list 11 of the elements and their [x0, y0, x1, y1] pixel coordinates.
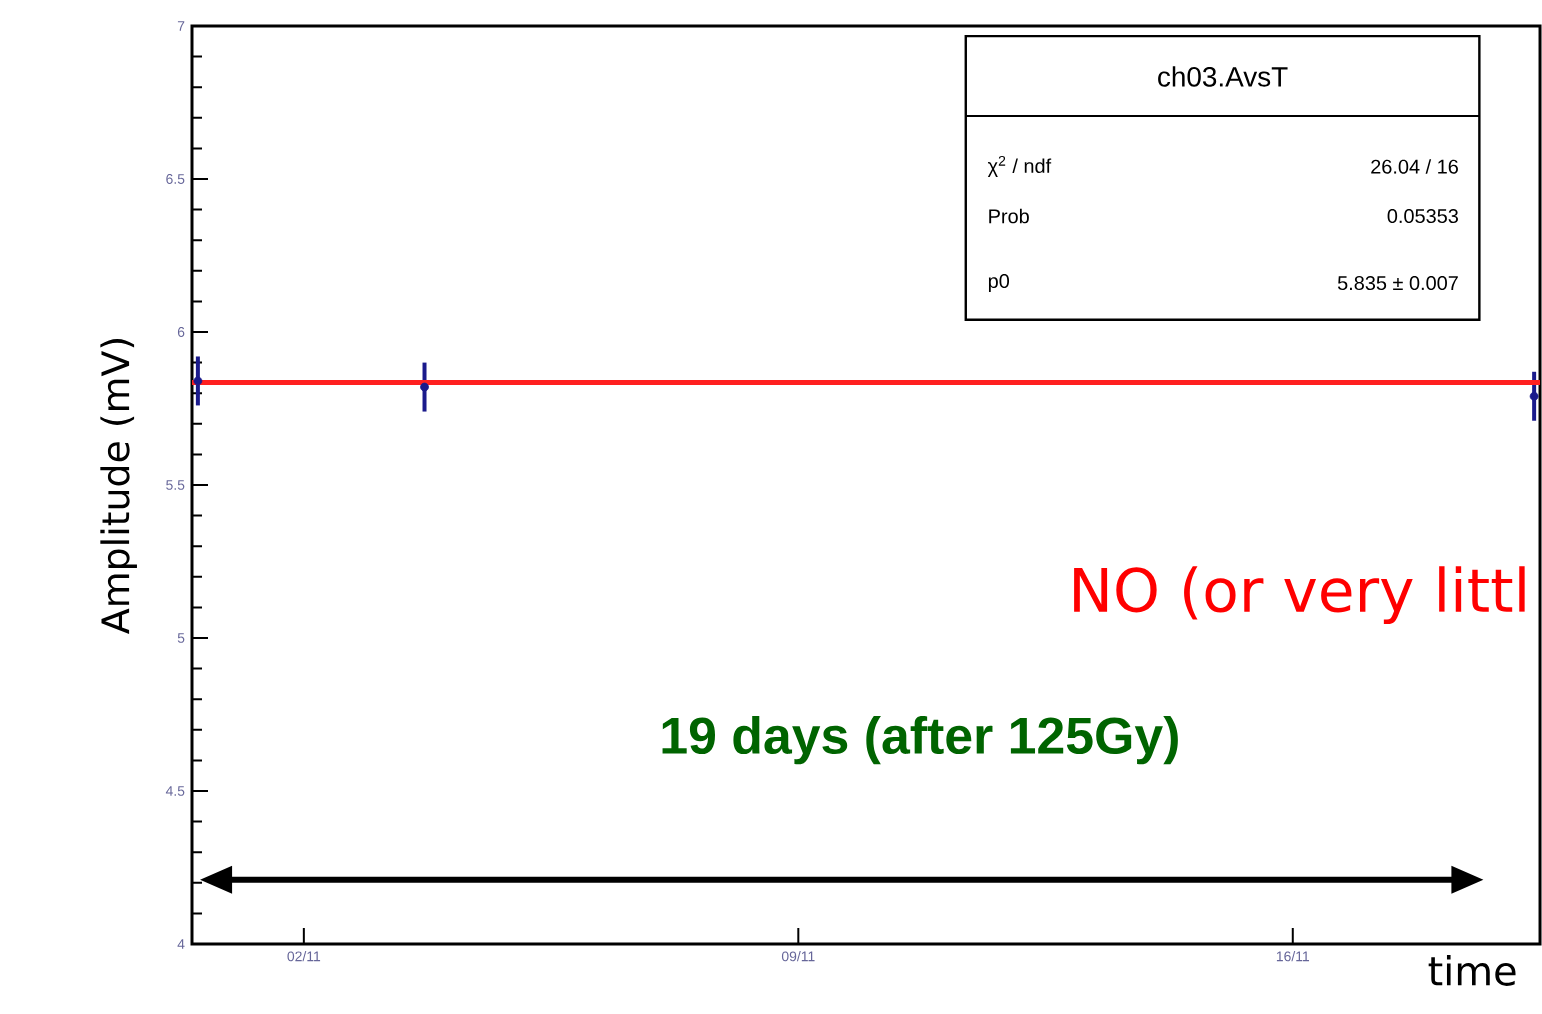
- annotation: 5.835 ± 0.007: [1337, 275, 1458, 291]
- annotation: 26.04 / 16: [1371, 159, 1458, 174]
- y-axis-title: Amplitude (mV): [100, 339, 137, 634]
- annotation: NO (or very littl: [1074, 566, 1525, 625]
- annotation: 0.05353: [1387, 208, 1458, 224]
- annotation: Prob: [989, 208, 1029, 224]
- annotation: p0: [988, 274, 1010, 293]
- x-axis-title: time: [1428, 955, 1516, 986]
- annotation: ch03.AvsT: [1158, 66, 1288, 87]
- annotation: χ$^{2}$ / ndf: [987, 155, 1052, 177]
- annotation: 19 days (after 125Gy): [662, 716, 1178, 765]
